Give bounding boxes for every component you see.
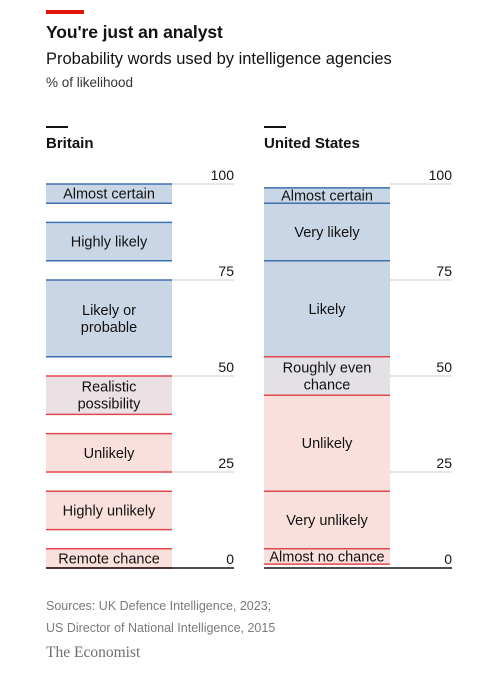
band-us-6 (264, 548, 390, 565)
panel-rule-us (264, 126, 286, 128)
band-us-4 (264, 395, 390, 492)
panel-title-us: United States (264, 135, 360, 152)
tick-label-us-25: 25 (436, 455, 452, 471)
band-britain-5 (46, 491, 172, 530)
band-us-3 (264, 356, 390, 396)
band-label-britain-2-0: Likely or (82, 303, 136, 319)
band-label-us-0-0: Almost certain (281, 189, 373, 205)
panel-rule-britain (46, 126, 68, 128)
chart-subtitle: Probability words used by intelligence a… (46, 50, 392, 68)
band-label-us-1-0: Very likely (294, 225, 360, 241)
band-label-britain-6-0: Remote chance (58, 551, 160, 567)
band-label-us-5-0: Very unlikely (286, 513, 368, 529)
band-label-britain-4-0: Unlikely (84, 446, 136, 462)
brand-red-tag (46, 10, 84, 14)
tick-label-britain-25: 25 (218, 455, 234, 471)
band-britain-4 (46, 433, 172, 472)
band-label-britain-3-1: possibility (78, 397, 142, 413)
band-label-britain-5-0: Highly unlikely (63, 503, 156, 519)
tick-label-us-50: 50 (436, 359, 452, 375)
band-us-1 (264, 203, 390, 261)
band-label-us-6-0: Almost no chance (269, 549, 384, 565)
source-note-line-2: US Director of National Intelligence, 20… (46, 621, 276, 635)
band-britain-1 (46, 222, 172, 261)
tick-label-us-75: 75 (436, 263, 452, 279)
economist-logo: The Economist (46, 644, 141, 661)
band-britain-6 (46, 548, 172, 568)
tick-label-britain-50: 50 (218, 359, 234, 375)
band-label-us-4-0: Unlikely (302, 436, 354, 452)
chart-title: You're just an analyst (46, 22, 223, 42)
band-label-us-3-0: Roughly even (283, 361, 372, 377)
tick-label-britain-75: 75 (218, 263, 234, 279)
band-britain-2 (46, 280, 172, 357)
band-us-0 (264, 187, 390, 204)
source-note-line-1: Sources: UK Defence Intelligence, 2023; (46, 599, 272, 613)
band-britain-0 (46, 184, 172, 204)
band-label-britain-1-0: Highly likely (71, 235, 148, 251)
band-label-us-2-0: Likely (308, 302, 346, 318)
tick-label-britain-100: 100 (211, 167, 235, 183)
band-label-britain-3-0: Realistic (82, 380, 137, 396)
tick-label-us-0: 0 (444, 551, 452, 567)
unit-label: % of likelihood (46, 75, 134, 90)
band-us-5 (264, 491, 390, 549)
band-label-us-3-1: chance (304, 378, 351, 394)
panel-title-britain: Britain (46, 135, 94, 152)
band-label-britain-2-1: probable (81, 320, 137, 336)
band-label-britain-0-0: Almost certain (63, 187, 155, 203)
tick-label-us-100: 100 (429, 167, 453, 183)
band-us-2 (264, 260, 390, 357)
band-britain-3 (46, 376, 172, 415)
tick-label-britain-0: 0 (226, 551, 234, 567)
